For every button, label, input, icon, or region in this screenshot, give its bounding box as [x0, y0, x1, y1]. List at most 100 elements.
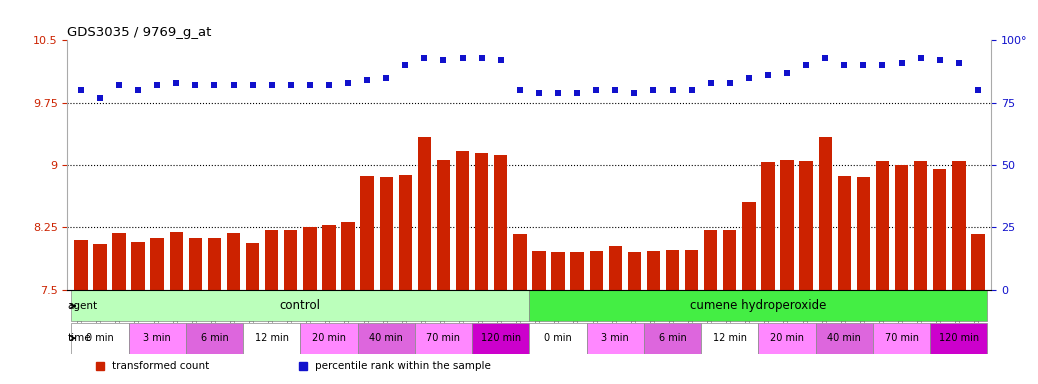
- Bar: [761, 162, 774, 290]
- Bar: [665, 250, 679, 290]
- Point: [435, 57, 452, 63]
- Text: cumene hydroperoxide: cumene hydroperoxide: [690, 300, 826, 313]
- Bar: [685, 250, 699, 290]
- Point: [836, 62, 852, 68]
- Point: [798, 62, 815, 68]
- Point: [817, 55, 834, 61]
- Point: [111, 82, 128, 88]
- Bar: [360, 176, 374, 290]
- Bar: [112, 233, 126, 290]
- Point: [187, 82, 203, 88]
- Bar: [742, 202, 756, 290]
- Bar: [933, 169, 947, 290]
- Bar: [472, 323, 529, 354]
- Bar: [208, 238, 221, 290]
- Bar: [723, 230, 737, 290]
- Bar: [169, 232, 183, 290]
- Text: 6 min: 6 min: [200, 333, 228, 343]
- Point: [894, 60, 910, 66]
- Point: [588, 87, 604, 93]
- Bar: [876, 161, 890, 290]
- Bar: [72, 323, 129, 354]
- Bar: [952, 161, 965, 290]
- Point: [473, 55, 490, 61]
- Point: [951, 60, 967, 66]
- Text: transformed count: transformed count: [112, 361, 209, 371]
- Point: [550, 89, 567, 96]
- Point: [721, 79, 738, 86]
- Point: [302, 82, 319, 88]
- Point: [569, 89, 585, 96]
- Bar: [895, 165, 908, 290]
- Point: [931, 57, 948, 63]
- Bar: [186, 323, 243, 354]
- Bar: [93, 244, 107, 290]
- Bar: [608, 246, 622, 290]
- Bar: [590, 251, 603, 290]
- Bar: [265, 230, 278, 290]
- Bar: [189, 238, 202, 290]
- Point: [664, 87, 681, 93]
- Bar: [132, 242, 144, 290]
- Text: 6 min: 6 min: [659, 333, 686, 343]
- Point: [282, 82, 299, 88]
- Point: [168, 79, 185, 86]
- Point: [91, 94, 108, 101]
- Text: 70 min: 70 min: [884, 333, 919, 343]
- Point: [969, 87, 986, 93]
- Point: [512, 87, 528, 93]
- Bar: [227, 233, 240, 290]
- Bar: [873, 323, 930, 354]
- Point: [740, 74, 757, 81]
- Bar: [399, 175, 412, 290]
- Bar: [816, 323, 873, 354]
- Text: 12 min: 12 min: [254, 333, 289, 343]
- Point: [607, 87, 624, 93]
- Text: 70 min: 70 min: [427, 333, 461, 343]
- Text: 12 min: 12 min: [713, 333, 746, 343]
- Text: percentile rank within the sample: percentile rank within the sample: [316, 361, 491, 371]
- Bar: [284, 230, 298, 290]
- Bar: [628, 252, 641, 290]
- Bar: [838, 176, 851, 290]
- Bar: [701, 323, 759, 354]
- Point: [912, 55, 929, 61]
- Bar: [342, 222, 355, 290]
- Text: 40 min: 40 min: [370, 333, 403, 343]
- Bar: [494, 155, 508, 290]
- Point: [207, 82, 223, 88]
- Text: time: time: [67, 333, 91, 343]
- Bar: [129, 323, 186, 354]
- Bar: [972, 234, 985, 290]
- Bar: [437, 160, 450, 290]
- Bar: [644, 323, 701, 354]
- Bar: [74, 240, 87, 290]
- Text: 0 min: 0 min: [544, 333, 572, 343]
- Point: [646, 87, 662, 93]
- Bar: [300, 323, 358, 354]
- Bar: [914, 161, 927, 290]
- Point: [683, 87, 700, 93]
- Bar: [358, 323, 415, 354]
- Point: [855, 62, 872, 68]
- Bar: [456, 151, 469, 290]
- Point: [264, 82, 280, 88]
- Bar: [532, 251, 546, 290]
- Text: 20 min: 20 min: [312, 333, 346, 343]
- Bar: [799, 161, 813, 290]
- Point: [321, 82, 337, 88]
- Point: [148, 82, 165, 88]
- Bar: [246, 243, 260, 290]
- Point: [874, 62, 891, 68]
- Bar: [380, 177, 393, 290]
- Bar: [415, 323, 472, 354]
- Point: [626, 89, 643, 96]
- Bar: [856, 177, 870, 290]
- Text: 120 min: 120 min: [938, 333, 979, 343]
- Bar: [571, 252, 583, 290]
- Point: [416, 55, 433, 61]
- Text: GDS3035 / 9769_g_at: GDS3035 / 9769_g_at: [67, 26, 212, 39]
- Point: [130, 87, 146, 93]
- Text: 20 min: 20 min: [770, 333, 804, 343]
- Bar: [930, 323, 987, 354]
